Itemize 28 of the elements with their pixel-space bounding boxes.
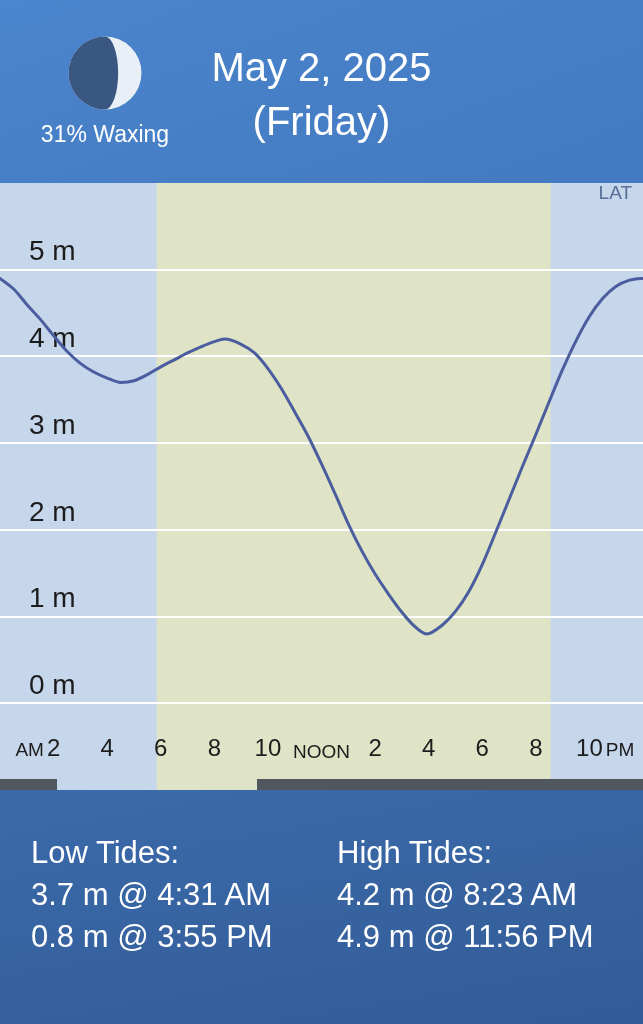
y-tick-label: 3 m bbox=[28, 408, 76, 440]
x-tick-label: 8 bbox=[207, 734, 222, 762]
x-tick-label: 4 bbox=[421, 734, 436, 762]
text: 3.7 m @ 4:31 AM bbox=[31, 876, 272, 914]
x-tick-label: 2 bbox=[46, 734, 61, 762]
x-tick-label: NOON bbox=[293, 740, 350, 762]
x-tick-label: 6 bbox=[475, 734, 489, 762]
y-tick-label: 5 m bbox=[28, 235, 76, 267]
x-tick-label: 10 bbox=[576, 734, 603, 762]
text: 0.8 m @ 3:55 PM bbox=[31, 918, 273, 956]
y-tick-label: 0 m bbox=[28, 669, 76, 700]
y-tick-label: 1 m bbox=[28, 582, 76, 614]
chart-subtitle: (Friday) bbox=[252, 99, 391, 143]
annotation: AM bbox=[15, 739, 44, 761]
x-tick-label: 4 bbox=[100, 734, 114, 762]
x-tick-label: 8 bbox=[529, 734, 543, 762]
text: High Tides: bbox=[337, 834, 494, 872]
text: Low Tides: bbox=[31, 834, 181, 872]
y-tick-label: 2 m bbox=[28, 495, 76, 527]
text: 4.9 m @ 11:56 PM bbox=[337, 918, 594, 956]
annotation: LAT bbox=[598, 182, 633, 204]
x-tick-label: 10 bbox=[254, 734, 282, 762]
x-tick-label: 6 bbox=[154, 734, 168, 762]
chart-title: May 2, 2025 bbox=[210, 44, 433, 91]
text: 31% Waxing bbox=[39, 120, 171, 148]
x-tick-label: 2 bbox=[368, 734, 382, 762]
annotation: PM bbox=[605, 739, 635, 761]
text: 4.2 m @ 8:23 AM bbox=[337, 876, 578, 914]
